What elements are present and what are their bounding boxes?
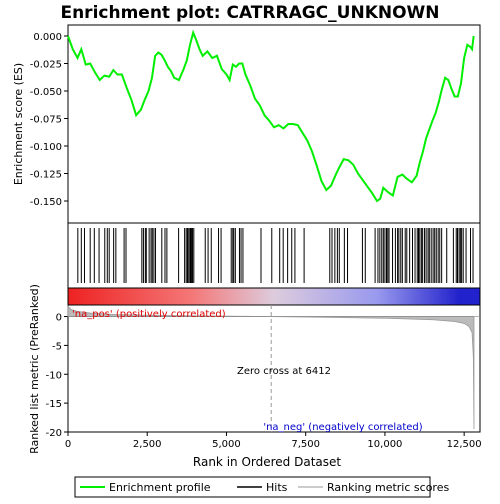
legend-metric-label: Ranking metric scores (327, 481, 449, 494)
metric-panel (67, 304, 481, 433)
es-y-tick-label: -0.050 (30, 87, 62, 98)
x-axis-label: Rank in Ordered Dataset (193, 455, 341, 469)
es-y-tick-label: -0.150 (30, 197, 62, 208)
x-tick-label: 12,500 (447, 439, 482, 450)
metric-y-tick-label: -15 (46, 399, 62, 410)
metric-y-label: Ranked list metric (PreRanked) (28, 284, 41, 454)
legend-hits-label: Hits (266, 481, 288, 494)
x-tick-label: 2,500 (133, 439, 162, 450)
zero-cross-label: Zero cross at 6412 (237, 366, 331, 377)
es-y-tick-label: -0.025 (30, 60, 62, 71)
x-axis-group: 0 2,500 5,000 7,500 10,000 12,500 (65, 432, 482, 450)
metric-axis-group: 0 -5 -10 -15 -20 (46, 313, 68, 439)
metric-area (67, 305, 475, 430)
metric-group (67, 305, 480, 430)
x-tick-label: 5,000 (212, 439, 241, 450)
x-tick-label: 7,500 (291, 439, 320, 450)
metric-y-tick-label: -5 (52, 341, 62, 352)
legend-es-label: Enrichment profile (109, 481, 211, 494)
es-line (67, 29, 475, 203)
hits-panel (67, 222, 481, 289)
heat-bar (67, 287, 481, 306)
es-y-tick-label: -0.125 (30, 170, 62, 181)
chart-title: Enrichment plot: CATRRAGC_UNKNOWN (60, 3, 439, 23)
metric-y-tick-label: -20 (46, 428, 62, 439)
es-y-tick-label: -0.075 (30, 115, 62, 126)
x-tick-label: 0 (65, 439, 71, 450)
pos-label: 'na_pos' (positively correlated) (72, 309, 226, 320)
hits-group (77, 228, 474, 283)
es-panel (67, 24, 481, 224)
neg-label: 'na_neg' (negatively correlated) (263, 422, 422, 433)
es-axis-group: 0.000 -0.025 -0.050 -0.075 -0.100 -0.125 -0.15… (30, 32, 68, 208)
es-y-tick-label: -0.100 (30, 142, 62, 153)
es-y-label: Enrichment score (ES) (12, 63, 25, 185)
x-tick-label: 10,000 (367, 439, 402, 450)
es-y-tick-label: 0.000 (33, 32, 62, 43)
metric-y-tick-label: 0 (56, 313, 62, 324)
metric-y-tick-label: -10 (46, 370, 62, 381)
